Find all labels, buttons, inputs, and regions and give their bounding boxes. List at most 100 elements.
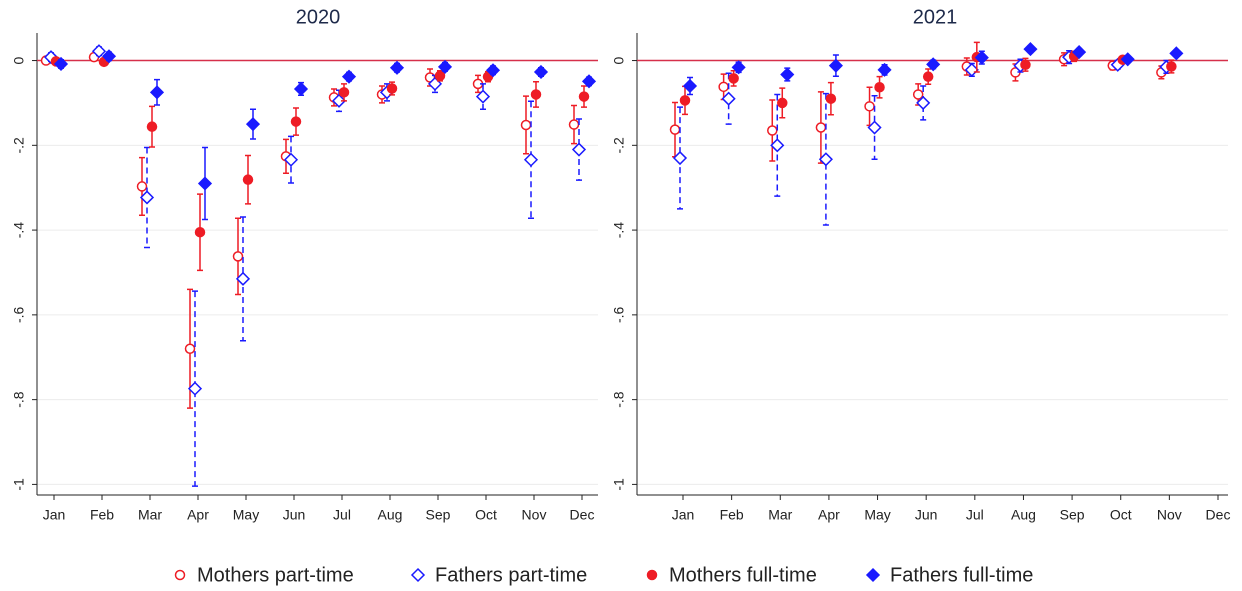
marker xyxy=(865,567,881,583)
marker xyxy=(485,63,501,78)
y-tick-label: -1 xyxy=(611,478,627,491)
marker xyxy=(475,89,491,104)
x-tick-label: Dec xyxy=(570,507,595,523)
x-tick-label: Aug xyxy=(1011,507,1036,523)
marker xyxy=(721,91,736,106)
x-tick-label: Feb xyxy=(720,507,744,523)
marker xyxy=(149,85,165,100)
series xyxy=(682,42,1184,96)
error-bar xyxy=(920,85,927,121)
marker xyxy=(874,82,885,93)
marker xyxy=(646,569,658,581)
marker xyxy=(581,74,597,89)
marker xyxy=(1169,46,1184,61)
marker xyxy=(293,81,309,97)
x-tick-label: Oct xyxy=(1110,507,1132,523)
marker xyxy=(777,97,788,109)
marker xyxy=(578,91,590,102)
marker xyxy=(184,343,196,355)
x-tick-label: Dec xyxy=(1206,507,1231,523)
marker xyxy=(864,101,875,112)
marker xyxy=(877,62,892,77)
marker xyxy=(825,93,837,104)
x-tick-label: Mar xyxy=(768,507,792,523)
marker xyxy=(232,251,244,262)
x-tick-label: May xyxy=(233,507,259,523)
marker xyxy=(922,71,934,82)
legend-label: Mothers full-time xyxy=(669,564,817,586)
marker xyxy=(331,93,347,108)
x-tick-label: Apr xyxy=(818,507,840,523)
y-tick-label: 0 xyxy=(11,56,27,64)
marker xyxy=(815,122,827,133)
marker xyxy=(410,567,426,583)
x-tick-label: Nov xyxy=(522,507,547,523)
marker xyxy=(568,119,580,130)
y-tick-label: -.6 xyxy=(11,306,27,323)
marker xyxy=(136,181,148,192)
x-tick-label: Aug xyxy=(378,507,403,523)
marker xyxy=(669,124,681,135)
marker xyxy=(242,174,254,185)
marker xyxy=(235,271,251,286)
marker xyxy=(523,152,539,167)
x-tick-label: Jul xyxy=(333,507,351,523)
marker xyxy=(731,60,746,75)
marker xyxy=(533,64,549,80)
marker xyxy=(187,381,203,396)
marker xyxy=(194,226,206,238)
marker xyxy=(338,87,350,98)
legend-label: Mothers part-time xyxy=(197,564,354,586)
marker xyxy=(728,73,739,84)
marker xyxy=(139,190,155,205)
y-tick-label: -.4 xyxy=(611,222,627,239)
y-tick-label: -1 xyxy=(11,478,27,491)
marker xyxy=(530,89,542,100)
x-tick-label: Sep xyxy=(426,507,451,523)
marker xyxy=(53,56,69,72)
marker xyxy=(341,69,357,84)
marker xyxy=(1023,42,1038,57)
series xyxy=(679,41,1177,119)
marker xyxy=(91,44,107,59)
marker xyxy=(828,58,843,73)
marker xyxy=(780,67,795,82)
marker xyxy=(1072,45,1087,60)
marker xyxy=(916,95,931,110)
marker xyxy=(718,81,729,93)
error-bar xyxy=(192,290,198,487)
x-tick-label: Jan xyxy=(43,507,66,523)
marker xyxy=(437,59,453,74)
marker xyxy=(146,121,158,132)
y-tick-label: -.4 xyxy=(11,222,27,239)
y-tick-label: -.8 xyxy=(11,391,27,408)
y-tick-label: -.2 xyxy=(11,137,27,154)
x-tick-label: Jul xyxy=(966,507,984,523)
marker xyxy=(571,142,587,157)
marker xyxy=(290,116,302,127)
series xyxy=(43,44,587,487)
error-bar xyxy=(528,100,534,219)
x-tick-label: Jun xyxy=(283,507,306,523)
x-tick-label: Jan xyxy=(672,507,695,523)
x-tick-label: Mar xyxy=(138,507,162,523)
marker xyxy=(770,138,785,153)
legend-label: Fathers part-time xyxy=(435,564,587,586)
marker xyxy=(964,62,979,77)
x-tick-label: Oct xyxy=(475,507,497,523)
marker xyxy=(1020,59,1031,71)
x-tick-label: May xyxy=(864,507,890,523)
marker xyxy=(867,120,882,135)
y-tick-label: -.6 xyxy=(611,306,627,323)
y-tick-label: -.2 xyxy=(611,137,627,154)
y-tick-label: 0 xyxy=(611,56,627,64)
marker xyxy=(818,152,833,167)
legend-label: Fathers full-time xyxy=(890,564,1033,586)
marker xyxy=(912,89,924,100)
marker xyxy=(434,70,446,82)
marker xyxy=(926,57,941,72)
legend: Mothers part-time Fathers part-time Mother… xyxy=(174,564,1033,586)
marker xyxy=(974,50,989,65)
